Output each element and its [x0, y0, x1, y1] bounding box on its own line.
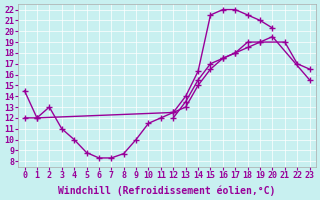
X-axis label: Windchill (Refroidissement éolien,°C): Windchill (Refroidissement éolien,°C) [58, 185, 276, 196]
